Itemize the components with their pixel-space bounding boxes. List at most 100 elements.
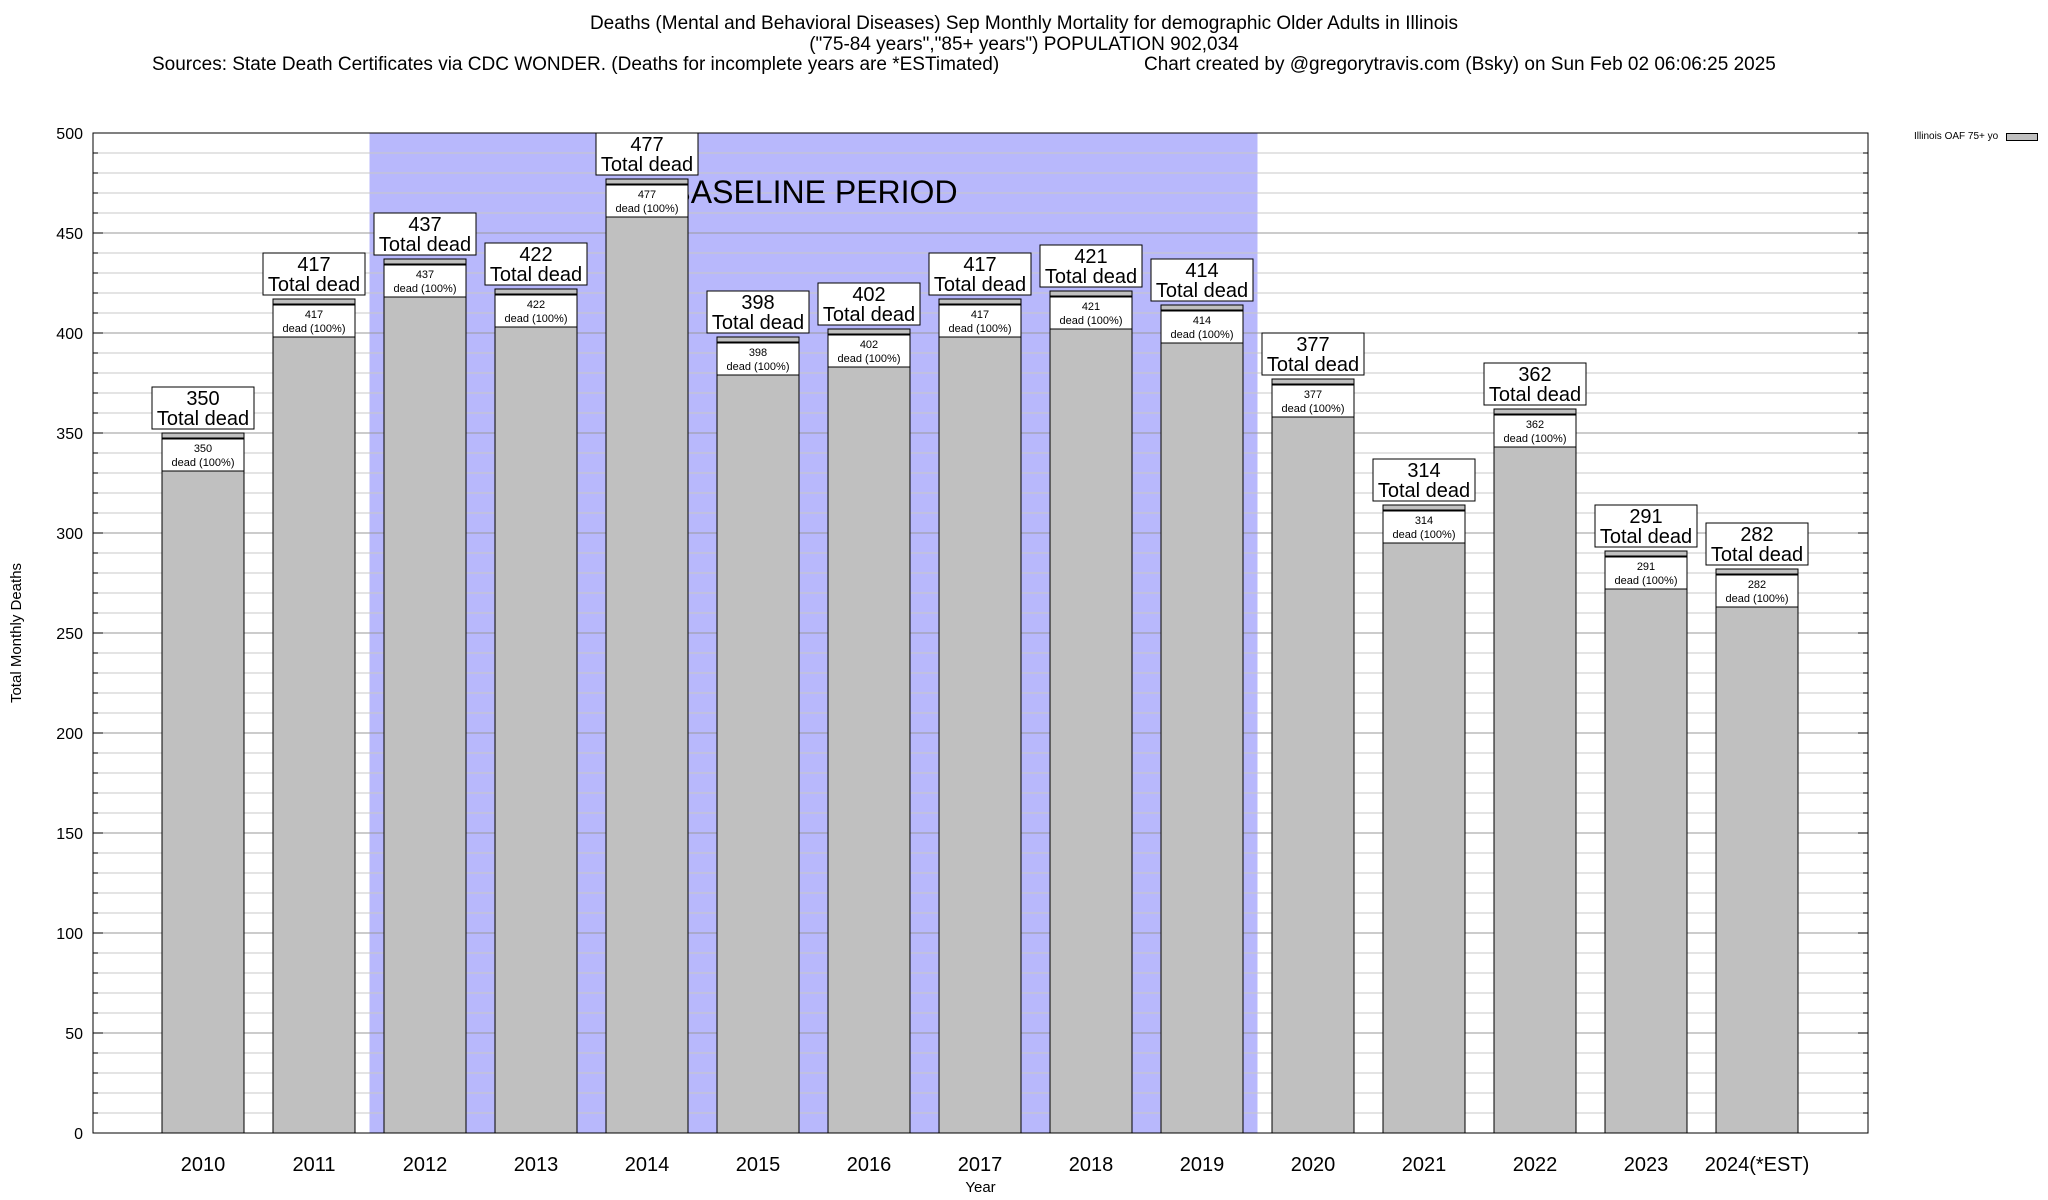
inner-label-box — [494, 294, 578, 328]
inner-value-label: 437 — [416, 269, 434, 281]
inner-value-label: 314 — [1415, 515, 1433, 527]
bar — [1604, 550, 1688, 1134]
x-tick-label: 2012 — [403, 1154, 448, 1176]
total-dead-label: Total dead — [1156, 280, 1248, 302]
bar — [494, 288, 578, 1134]
x-tick-label: 2018 — [1069, 1154, 1114, 1176]
x-tick-label: 2022 — [1513, 1154, 1558, 1176]
inner-label-box — [716, 342, 800, 376]
total-value-label: 437 — [408, 214, 441, 236]
bar — [383, 258, 467, 1134]
total-label-box — [706, 290, 810, 334]
total-dead-label: Total dead — [934, 274, 1026, 296]
total-dead-label: Total dead — [1045, 266, 1137, 288]
inner-label-box — [1604, 556, 1688, 590]
inner-value-label: 377 — [1304, 389, 1322, 401]
inner-dead-label: dead (100%) — [172, 457, 235, 469]
total-label-box — [1594, 504, 1698, 548]
inner-value-label: 414 — [1193, 315, 1211, 327]
inner-label-box — [1382, 510, 1466, 544]
inner-value-label: 477 — [638, 189, 656, 201]
bar — [1160, 304, 1244, 1134]
total-label-box — [1372, 458, 1476, 502]
x-axis-title: Year — [965, 1179, 995, 1196]
total-dead-label: Total dead — [1489, 384, 1581, 406]
y-tick-label: 400 — [56, 326, 83, 343]
inner-label-box — [272, 304, 356, 338]
y-tick-label: 250 — [56, 626, 83, 643]
x-tick-label: 2016 — [847, 1154, 892, 1176]
y-axis-title: Total Monthly Deaths — [8, 563, 25, 703]
total-label-box — [1150, 258, 1254, 302]
plot-frame — [92, 132, 1869, 1134]
inner-value-label: 422 — [527, 299, 545, 311]
inner-dead-label: dead (100%) — [1282, 403, 1345, 415]
total-dead-label: Total dead — [823, 304, 915, 326]
bar — [605, 178, 689, 1134]
total-dead-label: Total dead — [157, 408, 249, 430]
chart-title: Deaths (Mental and Behavioral Diseases) … — [589, 13, 1459, 34]
bar — [827, 328, 911, 1134]
inner-dead-label: dead (100%) — [949, 323, 1012, 335]
y-tick-label: 450 — [56, 226, 83, 243]
x-tick-label: 2019 — [1180, 1154, 1225, 1176]
inner-dead-label: dead (100%) — [1615, 575, 1678, 587]
inner-dead-label: dead (100%) — [1726, 593, 1789, 605]
total-value-label: 291 — [1629, 506, 1662, 528]
total-dead-label: Total dead — [490, 264, 582, 286]
bar — [716, 336, 800, 1134]
total-label-box — [151, 386, 255, 430]
bar — [1715, 568, 1799, 1134]
bar — [938, 298, 1022, 1134]
total-dead-label: Total dead — [1711, 544, 1803, 566]
inner-dead-label: dead (100%) — [838, 353, 901, 365]
inner-value-label: 417 — [305, 309, 323, 321]
total-label-box — [1705, 522, 1809, 566]
inner-value-label: 282 — [1748, 579, 1766, 591]
inner-label-box — [161, 438, 245, 472]
total-value-label: 422 — [519, 244, 552, 266]
inner-label-box — [938, 304, 1022, 338]
baseline-period-label: BASELINE PERIOD — [669, 174, 957, 210]
x-tick-label: 2023 — [1624, 1154, 1669, 1176]
inner-dead-label: dead (100%) — [727, 361, 790, 373]
y-tick-label: 500 — [56, 126, 83, 143]
legend-swatch — [2006, 132, 2039, 141]
y-tick-label: 100 — [56, 926, 83, 943]
chart-credit: Chart created by @gregorytravis.com (Bsk… — [1144, 54, 1776, 75]
total-value-label: 417 — [297, 254, 330, 276]
inner-dead-label: dead (100%) — [505, 313, 568, 325]
inner-dead-label: dead (100%) — [1393, 529, 1456, 541]
total-label-box — [484, 242, 588, 286]
y-tick-label: 300 — [56, 526, 83, 543]
legend: Illinois OAF 75+ yo — [1914, 131, 2039, 142]
total-dead-label: Total dead — [712, 312, 804, 334]
total-dead-label: Total dead — [1267, 354, 1359, 376]
total-value-label: 362 — [1518, 364, 1551, 386]
total-label-box — [1039, 244, 1143, 288]
chart-subtitle: ("75-84 years","85+ years") POPULATION 9… — [809, 34, 1239, 55]
inner-value-label: 417 — [971, 309, 989, 321]
total-value-label: 477 — [630, 134, 663, 156]
y-tick-label: 0 — [74, 1126, 83, 1143]
total-label-box — [262, 252, 366, 296]
chart-sources: Sources: State Death Certificates via CD… — [152, 54, 1000, 75]
x-tick-label: 2014 — [625, 1154, 670, 1176]
total-label-box — [373, 212, 477, 256]
x-tick-label: 2011 — [292, 1154, 335, 1176]
total-label-box — [1261, 332, 1365, 376]
total-value-label: 282 — [1740, 524, 1773, 546]
bar — [272, 298, 356, 1134]
bar — [1382, 504, 1466, 1134]
inner-dead-label: dead (100%) — [1060, 315, 1123, 327]
total-value-label: 414 — [1185, 260, 1218, 282]
inner-dead-label: dead (100%) — [1171, 329, 1234, 341]
bar — [161, 432, 245, 1134]
total-label-box — [595, 132, 699, 176]
x-tick-label: 2020 — [1291, 1154, 1336, 1176]
total-value-label: 398 — [741, 292, 774, 314]
inner-label-box — [383, 264, 467, 298]
total-label-box — [1483, 362, 1587, 406]
inner-label-box — [1271, 384, 1355, 418]
